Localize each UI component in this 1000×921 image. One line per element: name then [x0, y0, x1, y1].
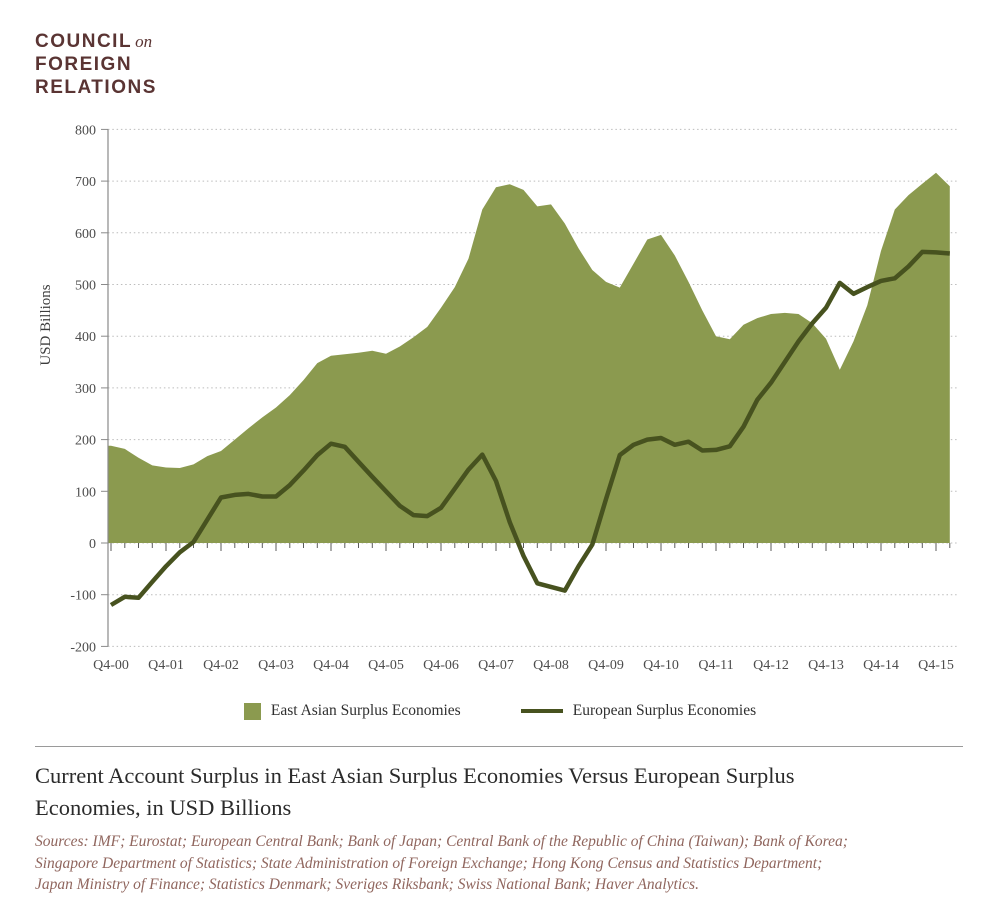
logo-line-3: RELATIONS	[35, 77, 157, 98]
svg-text:200: 200	[75, 434, 96, 449]
svg-text:800: 800	[75, 123, 96, 138]
svg-text:Q4-02: Q4-02	[203, 658, 239, 673]
svg-text:Q4-10: Q4-10	[643, 658, 679, 673]
logo-council: COUNCIL	[35, 31, 133, 52]
chart-title-line-2: Economies, in USD Billions	[35, 795, 292, 820]
svg-text:Q4-03: Q4-03	[258, 658, 294, 673]
sources-note: Sources: IMF; Eurostat; European Central…	[35, 831, 975, 896]
svg-text:Q4-05: Q4-05	[368, 658, 404, 673]
chart-title: Current Account Surplus in East Asian Su…	[35, 760, 975, 824]
cfr-logo: COUNCIL on FOREIGN RELATIONS	[35, 30, 157, 99]
svg-text:Q4-14: Q4-14	[863, 658, 899, 673]
chart-title-line-1: Current Account Surplus in East Asian Su…	[35, 763, 795, 788]
svg-text:700: 700	[75, 175, 96, 190]
svg-text:Q4-08: Q4-08	[533, 658, 569, 673]
svg-text:300: 300	[75, 382, 96, 397]
legend-label-european: European Surplus Economies	[572, 702, 757, 719]
surplus-chart: 800 700 600 500 400 300 200 100 0 -100 -200 Q4-00 Q4…	[38, 123, 957, 673]
svg-text:100: 100	[75, 485, 96, 500]
svg-text:Q4-04: Q4-04	[313, 658, 349, 673]
logo-line-2: FOREIGN	[35, 54, 133, 75]
svg-text:Q4-12: Q4-12	[753, 658, 789, 673]
line-swatch-icon	[520, 709, 563, 713]
svg-text:Q4-00: Q4-00	[93, 658, 129, 673]
svg-text:-100: -100	[70, 589, 96, 604]
svg-text:Q4-09: Q4-09	[588, 658, 624, 673]
svg-text:Q4-15: Q4-15	[918, 658, 954, 673]
logo-line-1: COUNCIL on	[35, 30, 157, 53]
svg-text:USD Billions: USD Billions	[38, 284, 54, 365]
svg-text:Q4-06: Q4-06	[423, 658, 459, 673]
svg-text:Q4-11: Q4-11	[698, 658, 733, 673]
area-swatch-icon	[243, 702, 261, 720]
svg-text:-200: -200	[70, 640, 96, 655]
legend-label-east-asian: East Asian Surplus Economies	[270, 702, 461, 719]
svg-text:Q4-07: Q4-07	[478, 658, 514, 673]
svg-text:0: 0	[89, 537, 96, 552]
logo-on: on	[135, 32, 153, 51]
sources-line-2: Singapore Department of Statistics; Stat…	[35, 854, 823, 872]
svg-text:400: 400	[75, 330, 96, 345]
svg-text:600: 600	[75, 227, 96, 242]
svg-text:Q4-01: Q4-01	[148, 658, 184, 673]
svg-text:500: 500	[75, 279, 96, 294]
chart-legend: East Asian Surplus Economies European Su…	[0, 702, 1000, 720]
sources-line-1: Sources: IMF; Eurostat; European Central…	[35, 833, 848, 850]
svg-text:Q4-13: Q4-13	[808, 658, 844, 673]
sources-line-3: Japan Ministry of Finance; Statistics De…	[35, 876, 699, 893]
separator-line	[35, 746, 963, 747]
